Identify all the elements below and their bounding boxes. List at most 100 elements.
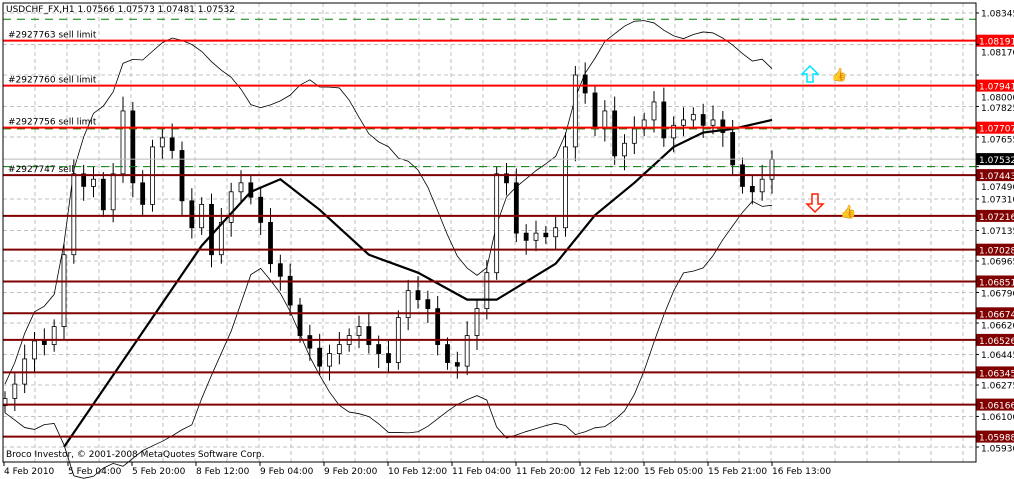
candle-body <box>484 272 490 310</box>
candle-body <box>356 326 362 336</box>
candle-body <box>474 308 480 336</box>
candle-body <box>612 110 618 157</box>
candle-body <box>277 263 283 277</box>
price-label-box <box>976 366 1014 379</box>
candle-body <box>91 178 96 187</box>
order-label: #2927747 sell <box>8 165 74 175</box>
candle-body <box>759 178 765 193</box>
candle-body <box>582 74 588 94</box>
down-arrow-icon <box>805 193 825 214</box>
x-tick-label: 5 Feb 04:00 <box>68 467 122 477</box>
candle-body <box>504 173 509 184</box>
candle-body <box>651 101 657 121</box>
candle-body <box>317 347 323 367</box>
copyright: Broco Investor, © 2001-2008 MetaQuotes S… <box>6 450 265 460</box>
candle-body <box>592 92 598 130</box>
candle-body <box>268 221 273 265</box>
chart-title: USDCHF_FX,H1 1.07566 1.07573 1.07481 1.0… <box>6 5 235 15</box>
candle-body <box>563 146 568 229</box>
moving-average <box>63 118 773 448</box>
candle-body <box>100 178 106 211</box>
candle-body <box>415 290 421 301</box>
current-price-box <box>976 153 1014 166</box>
candle-body <box>435 308 441 345</box>
price-label: 1.06851 <box>979 278 1014 288</box>
price-label: 1.07216 <box>979 213 1014 223</box>
x-tick-label: 9 Feb 04:00 <box>260 467 314 477</box>
price-label: 1.05988 <box>979 434 1014 444</box>
candle-body <box>169 137 175 151</box>
bollinger-bands <box>4 20 773 479</box>
price-label: 1.07028 <box>979 247 1014 257</box>
lower-band <box>4 200 773 479</box>
candle-body <box>228 191 234 223</box>
y-tick-label: 1.07655 <box>981 136 1014 146</box>
x-tick-label: 5 Feb 20:00 <box>132 467 186 477</box>
price-label-box <box>976 275 1014 288</box>
candle-body <box>12 383 18 399</box>
y-tick-label: 1.06100 <box>981 413 1014 423</box>
candle-body <box>248 182 254 198</box>
y-tick-label: 1.07490 <box>981 183 1014 193</box>
y-tick-label: 1.06275 <box>981 382 1014 392</box>
candle-body <box>218 221 224 256</box>
candle-body <box>681 119 686 126</box>
candle-body <box>81 173 87 187</box>
y-tick-label: 1.06445 <box>981 351 1014 361</box>
candle-body <box>258 196 264 223</box>
price-label-box <box>976 398 1014 411</box>
candle-body <box>110 173 116 211</box>
candle-body <box>140 182 146 205</box>
candle-body <box>730 132 736 166</box>
candle-body <box>533 232 539 241</box>
candle-body <box>494 173 500 274</box>
thumbs-up-icon: 👍 <box>831 67 847 83</box>
current-price-label: 1.07532 <box>979 156 1014 166</box>
candle-body <box>454 362 460 367</box>
candle-body <box>641 119 647 130</box>
y-tick-label: 1.08000 <box>981 94 1014 104</box>
candle-body <box>622 142 627 157</box>
candle-body <box>513 182 519 234</box>
grid <box>3 3 976 462</box>
x-tick-label: 15 Feb 05:00 <box>644 467 703 477</box>
candle-body <box>61 254 67 327</box>
order-label: #2927760 sell limit <box>8 76 97 86</box>
price-label-box <box>976 169 1014 182</box>
candle-body <box>327 353 332 367</box>
x-tick-label: 4 Feb 2010 <box>4 467 55 477</box>
price-label-box <box>976 430 1014 443</box>
candle-body <box>405 290 411 319</box>
candle-body <box>238 182 244 193</box>
price-label: 1.06166 <box>979 402 1014 412</box>
x-tick-label: 10 Feb 12:00 <box>388 467 447 477</box>
candle-body <box>631 128 637 144</box>
up-arrow-icon <box>800 64 820 83</box>
price-label: 1.07941 <box>979 83 1014 93</box>
price-label-box <box>976 243 1014 256</box>
price-label-box <box>976 79 1014 92</box>
x-tick-label: 9 Feb 20:00 <box>324 467 378 477</box>
candle-body <box>209 203 214 256</box>
candle-body <box>700 114 706 126</box>
candle-body <box>307 335 313 349</box>
candle-body <box>386 353 391 363</box>
candle-body <box>297 304 303 336</box>
candle-body <box>690 114 696 121</box>
candle-body <box>287 275 293 306</box>
y-tick-label: 1.08345 <box>981 10 1014 20</box>
x-tick-label: 16 Feb 13:00 <box>772 467 831 477</box>
y-tick-label: 1.08170 <box>981 49 1014 59</box>
candle-body <box>464 335 470 367</box>
price-label: 1.07707 <box>979 125 1014 135</box>
price-label: 1.06674 <box>979 310 1014 320</box>
price-label: 1.06345 <box>979 369 1014 379</box>
price-label: 1.06526 <box>979 337 1014 347</box>
candle-body <box>425 299 431 310</box>
price-label-box <box>976 209 1014 222</box>
candle-body <box>523 232 529 241</box>
candle-body <box>602 110 608 130</box>
upper-band <box>4 20 773 385</box>
